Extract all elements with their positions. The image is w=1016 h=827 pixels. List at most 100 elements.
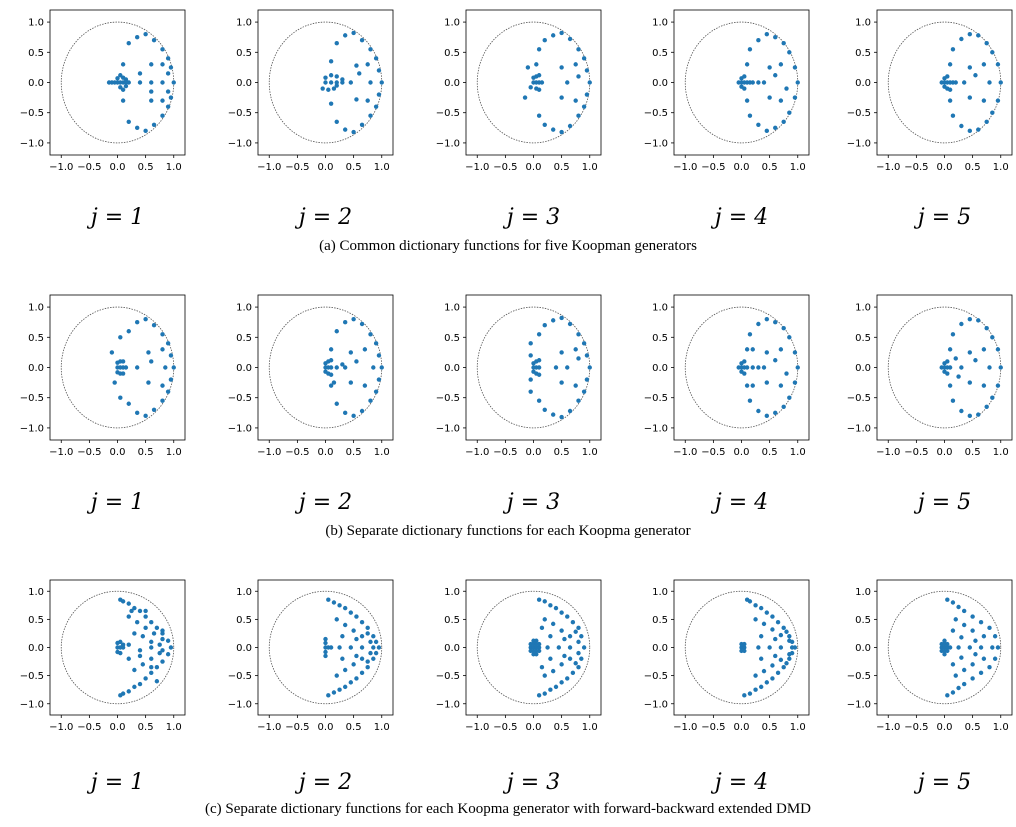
eigenvalue-point [351, 662, 356, 667]
eigenvalue-point [160, 628, 165, 633]
eigenvalue-point [120, 98, 126, 103]
x-tick-label: −0.5 [701, 447, 725, 458]
eigenvalue-point [959, 635, 964, 640]
eigenvalue-point [576, 113, 581, 118]
eigenvalue-point [565, 676, 570, 681]
eigenvalue-point [140, 634, 146, 639]
y-tick-label: 0.0 [652, 78, 668, 89]
eigenvalue-point [778, 645, 784, 650]
eigenvalue-point [160, 113, 165, 118]
eigenvalue-point [961, 667, 967, 673]
eigenvalue-point [371, 645, 376, 650]
eigenvalue-point [947, 365, 953, 370]
y-tick-label: 1.0 [652, 18, 668, 29]
eigenvalue-point [581, 341, 587, 346]
eigenvalue-point [134, 365, 140, 370]
eigenvalue-point [326, 693, 331, 698]
eigenvalue-point [753, 687, 758, 692]
subplot-label: j = 4 [710, 205, 768, 230]
eigenvalue-point [132, 631, 137, 636]
eigenvalue-point [550, 668, 556, 674]
eigenvalue-point [742, 648, 747, 654]
eigenvalue-point [328, 365, 334, 370]
y-tick-label: 1.0 [28, 18, 44, 29]
eigenvalue-point [334, 617, 339, 622]
x-tick-label: 1.0 [993, 447, 1009, 458]
y-tick-label: 0.0 [444, 363, 460, 374]
eigenvalue-point [528, 389, 533, 394]
eigenvalue-point [978, 619, 984, 625]
eigenvalue-point [742, 359, 747, 364]
eigenvalue-point [165, 389, 171, 394]
subplot-b-j3: −1.0 −0.5 0.0 0.5 1.0 1.0 0.5 0.0 −0.5 −1.0 [436, 294, 602, 458]
eigenvalue-point [334, 329, 339, 334]
eigenvalue-point [348, 645, 354, 650]
unit-circle [268, 590, 383, 705]
subplot-label: j = 4 [710, 770, 768, 795]
eigenvalue-point [334, 365, 339, 370]
eigenvalue-point [528, 341, 533, 346]
eigenvalue-point [160, 636, 165, 642]
eigenvalue-point [750, 80, 755, 85]
x-tick-label: −1.0 [673, 447, 697, 458]
eigenvalue-point [354, 63, 359, 68]
eigenvalue-point [160, 62, 165, 67]
eigenvalue-point [778, 632, 784, 638]
eigenvalue-point [981, 62, 987, 67]
y-tick-label: 0.5 [236, 48, 252, 59]
y-tick-label: −0.5 [847, 671, 871, 682]
eigenvalue-point [165, 89, 171, 94]
subplot-label: j = 3 [502, 490, 560, 515]
eigenvalue-point [120, 62, 126, 67]
eigenvalue-point [970, 662, 975, 667]
eigenvalue-point [373, 650, 379, 656]
eigenvalue-point [334, 83, 339, 88]
eigenvalue-point [773, 636, 778, 642]
eigenvalue-point [342, 684, 348, 690]
eigenvalue-point [773, 73, 778, 78]
eigenvalue-point [747, 691, 753, 696]
eigenvalue-point [753, 603, 758, 608]
eigenvalue-point [973, 358, 978, 363]
x-tick-label: −1.0 [257, 447, 281, 458]
x-tick-label: 0.0 [937, 162, 953, 173]
eigenvalue-point [328, 73, 334, 78]
eigenvalue-point [542, 323, 547, 328]
eigenvalue-point [351, 628, 356, 633]
y-tick-label: 1.0 [28, 303, 44, 314]
eigenvalue-point [149, 670, 154, 676]
eigenvalue-point [987, 664, 992, 670]
eigenvalue-point [559, 380, 564, 385]
eigenvalue-point [753, 673, 758, 678]
y-tick-label: −1.0 [847, 699, 871, 710]
y-tick-label: 0.5 [236, 333, 252, 344]
subplot-label: j = 4 [710, 490, 768, 515]
eigenvalue-point [992, 634, 998, 639]
subplot-b-j4: −1.0 −0.5 0.0 0.5 1.0 1.0 0.5 0.0 −0.5 −1.0 [644, 294, 810, 458]
eigenvalue-point [750, 347, 755, 352]
eigenvalue-point [981, 656, 987, 661]
eigenvalue-point [151, 407, 157, 412]
y-tick-label: −0.5 [644, 108, 668, 119]
eigenvalue-point [747, 332, 753, 337]
y-tick-label: −0.5 [644, 393, 668, 404]
x-tick-label: −1.0 [465, 447, 489, 458]
eigenvalue-point [761, 621, 767, 627]
eigenvalue-point [987, 365, 992, 370]
eigenvalue-point [773, 125, 778, 131]
eigenvalue-point [961, 622, 967, 628]
eigenvalue-point [959, 36, 964, 42]
eigenvalue-point [956, 645, 961, 650]
caption-c: (c) Separate dictionary functions for ea… [205, 801, 811, 817]
eigenvalue-point [149, 656, 154, 661]
eigenvalue-point [548, 634, 553, 639]
eigenvalue-point [947, 383, 953, 388]
eigenvalue-point [987, 625, 992, 631]
y-tick-label: −1.0 [228, 138, 252, 149]
eigenvalue-point [761, 365, 767, 370]
eigenvalue-point [351, 316, 356, 322]
y-tick-label: 0.5 [652, 48, 668, 59]
x-tick-label: −1.0 [49, 447, 73, 458]
eigenvalue-point [579, 656, 584, 661]
